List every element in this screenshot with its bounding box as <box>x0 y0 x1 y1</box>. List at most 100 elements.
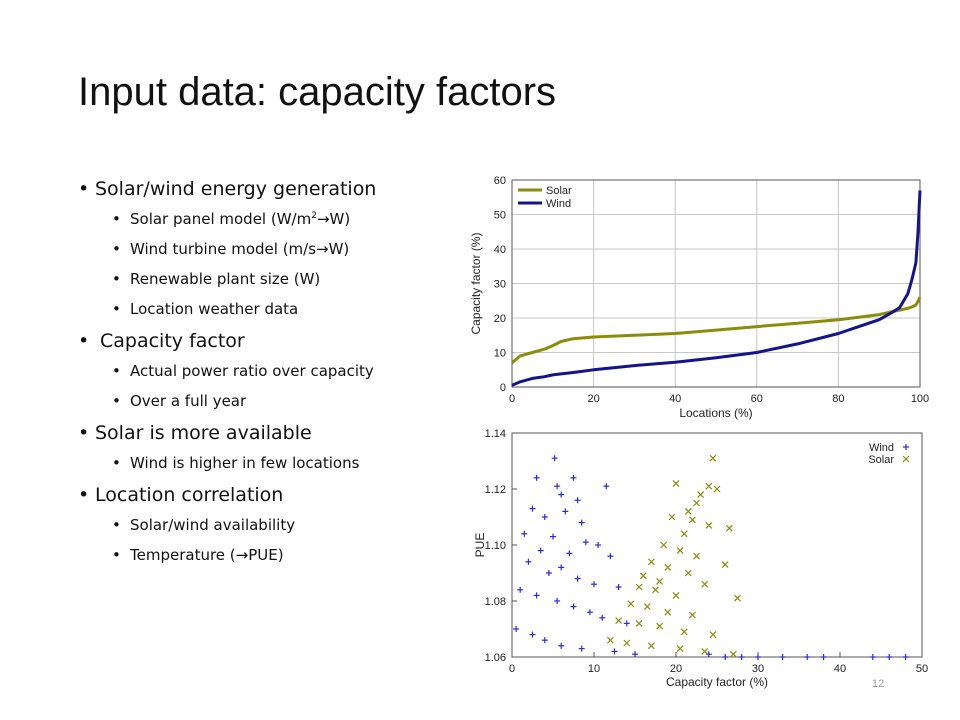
x-axis-label: Locations (%) <box>679 406 752 420</box>
data-point-wind <box>529 631 536 638</box>
bullet-text-post: →W) <box>316 210 351 228</box>
data-point-wind <box>562 508 569 515</box>
data-point-wind <box>611 648 618 655</box>
y-tick-label: 40 <box>494 244 506 256</box>
data-point-wind <box>558 642 565 649</box>
y-tick-label: 30 <box>494 279 506 291</box>
data-point-wind <box>586 609 593 616</box>
bullet-text: Solar is more available <box>95 422 312 444</box>
data-point-solar <box>684 569 692 577</box>
marker-stroke <box>635 583 643 591</box>
y-tick-label: 0 <box>500 382 506 394</box>
data-point-solar <box>615 617 623 625</box>
marker-stroke <box>639 572 647 580</box>
data-point-solar <box>680 628 688 636</box>
data-point-solar <box>680 530 688 538</box>
marker-stroke <box>697 491 705 499</box>
y-tick-label: 20 <box>494 313 506 325</box>
data-point-wind <box>779 654 786 660</box>
plot-frame <box>511 432 923 658</box>
y-tick-label: 10 <box>494 348 506 360</box>
data-point-wind <box>869 654 876 660</box>
marker-stroke <box>635 619 643 627</box>
data-point-solar <box>656 622 664 630</box>
marker-stroke <box>656 622 664 630</box>
data-point-solar <box>676 547 684 555</box>
sub-bullet-wind-higher: Wind is higher in few locations <box>78 454 458 472</box>
marker-stroke <box>725 524 733 532</box>
data-point-solar <box>606 636 614 644</box>
data-point-solar <box>705 521 713 529</box>
data-point-wind <box>525 558 532 565</box>
data-point-solar <box>688 516 696 524</box>
x-tick-label: 0 <box>509 663 515 675</box>
data-point-wind <box>582 539 589 546</box>
data-point-solar <box>709 631 717 639</box>
marker-stroke <box>680 628 688 636</box>
marker-stroke <box>672 479 680 487</box>
data-point-solar <box>709 454 717 462</box>
data-point-solar <box>635 583 643 591</box>
data-point-solar <box>734 594 741 602</box>
marker-stroke <box>734 594 741 602</box>
data-point-wind <box>537 547 544 554</box>
marker-stroke <box>660 541 668 549</box>
bullet-text: Location correlation <box>95 484 284 506</box>
sub-bullet-plant-size: Renewable plant size (W) <box>78 270 458 288</box>
y-tick-label: 50 <box>494 210 506 222</box>
y-tick-label: 1.14 <box>485 428 506 440</box>
marker-stroke <box>693 552 700 560</box>
plot-frame <box>511 179 921 388</box>
data-point-wind <box>554 598 561 604</box>
marker-stroke <box>647 642 655 650</box>
data-point-solar <box>627 600 635 608</box>
bullet-list: Solar/wind energy generation Solar panel… <box>78 178 458 576</box>
marker-stroke <box>713 485 721 493</box>
data-point-solar <box>647 642 655 650</box>
bullet-generation: Solar/wind energy generation <box>78 178 458 200</box>
data-point-solar <box>672 591 680 599</box>
data-point-wind <box>623 620 630 627</box>
marker-stroke <box>688 611 696 619</box>
bullet-text: Solar/wind energy generation <box>95 178 377 200</box>
marker-stroke <box>623 639 631 647</box>
data-point-wind <box>595 542 602 548</box>
series-line-wind <box>511 190 922 387</box>
bullet-text-pre: Solar panel model (W/m <box>130 210 312 228</box>
data-point-wind <box>722 654 729 660</box>
data-point-wind <box>902 654 909 660</box>
marker-stroke <box>701 647 709 655</box>
y-tick-label: 1.06 <box>485 652 506 664</box>
data-point-wind <box>820 654 827 660</box>
data-point-solar <box>688 611 696 619</box>
data-point-solar <box>652 586 659 594</box>
data-point-wind <box>558 491 565 498</box>
data-point-solar <box>697 491 705 499</box>
marker-stroke <box>647 558 655 566</box>
data-point-solar <box>693 499 700 507</box>
marker-stroke <box>709 631 717 639</box>
data-point-wind <box>574 575 581 582</box>
data-point-wind <box>554 483 561 490</box>
legend-label-solar: Solar <box>546 185 572 197</box>
data-point-wind <box>550 533 556 540</box>
data-point-solar <box>705 482 713 490</box>
bullet-capacity-factor: Capacity factor <box>78 330 458 352</box>
sub-bullet-power-ratio: Actual power ratio over capacity <box>78 362 458 380</box>
data-point-wind <box>533 474 540 481</box>
data-point-solar <box>664 563 672 571</box>
marker-stroke <box>615 617 623 625</box>
marker-stroke <box>672 591 680 599</box>
y-tick-label: 60 <box>494 175 506 187</box>
sub-bullet-wind-turbine-model: Wind turbine model (m/s→W) <box>78 240 458 258</box>
y-tick-label: 1.12 <box>485 484 506 496</box>
data-point-wind <box>541 637 548 644</box>
marker-stroke <box>709 454 717 462</box>
bullet-text: Capacity factor <box>100 330 245 352</box>
marker-stroke <box>684 507 692 515</box>
y-axis-label: PUE <box>473 533 487 558</box>
data-point-solar <box>729 650 737 658</box>
bullet-location-correlation: Location correlation <box>78 484 458 506</box>
data-point-wind <box>570 474 577 481</box>
data-point-wind <box>607 553 614 560</box>
